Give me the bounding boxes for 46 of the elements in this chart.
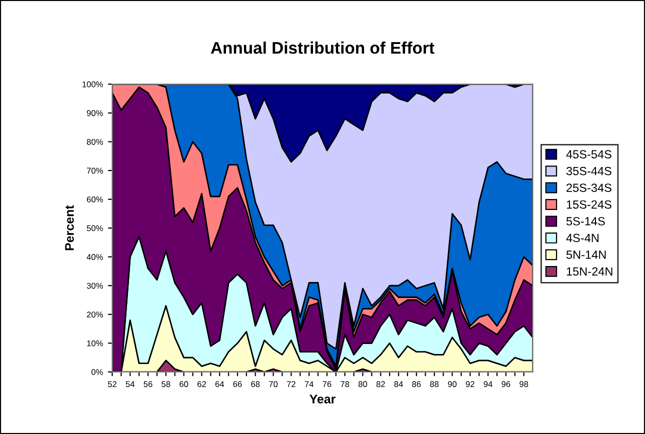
y-axis-title: Percent <box>65 205 74 250</box>
x-tick-label: 66 <box>233 381 242 388</box>
legend-label: 15N-24N <box>566 267 612 276</box>
x-tick-label: 82 <box>376 381 385 388</box>
x-tick-label: 84 <box>394 381 403 388</box>
x-tick-label: 56 <box>144 381 152 388</box>
legend-label: 45S-54S <box>566 150 612 158</box>
x-tick-label: 98 <box>520 381 528 388</box>
x-tick-label: 68 <box>251 381 260 388</box>
y-tick-label: 0% <box>91 369 103 376</box>
legend-label: 35S-44S <box>566 166 612 176</box>
x-tick-label: 62 <box>197 381 206 388</box>
y-tick-label: 100% <box>82 81 103 88</box>
x-tick-label: 58 <box>162 381 170 388</box>
x-tick-label: 72 <box>286 381 296 388</box>
legend-label: 25S-34S <box>566 184 612 192</box>
x-tick-label: 52 <box>108 381 116 388</box>
y-tick-label: 80% <box>86 138 103 145</box>
x-tick-label: 60 <box>180 381 188 388</box>
legend-label: 5S-14S <box>566 217 605 226</box>
x-axis-title: Year <box>310 394 336 404</box>
y-tick-label: 10% <box>87 340 103 346</box>
x-tick-label: 78 <box>340 381 350 388</box>
chart-title: Annual Distribution of Effort <box>210 42 434 54</box>
x-tick-label: 64 <box>215 381 224 388</box>
y-tick-label: 40% <box>86 254 103 260</box>
x-tick-label: 90 <box>448 381 457 388</box>
x-tick-label: 86 <box>412 381 421 388</box>
x-tick-label: 88 <box>430 381 439 388</box>
y-tick-label: 30% <box>86 282 103 289</box>
legend-label: 5N-14N <box>566 250 606 259</box>
legend-label: 15S-24S <box>566 200 612 209</box>
x-tick-label: 94 <box>484 381 492 388</box>
x-tick-label: 80 <box>358 381 368 388</box>
y-tick-label: 90% <box>86 110 103 116</box>
y-tick-label: 60% <box>86 196 103 202</box>
x-tick-label: 76 <box>322 381 332 388</box>
x-tick-label: 92 <box>466 381 474 388</box>
y-tick-label: 20% <box>86 312 103 318</box>
legend-label: 4S-4N <box>566 234 598 242</box>
x-tick-label: 96 <box>502 381 510 388</box>
y-tick-label: 70% <box>86 168 103 174</box>
y-tick-label: 50% <box>86 225 103 232</box>
x-tick-label: 74 <box>304 381 314 388</box>
x-tick-label: 70 <box>269 381 278 388</box>
x-tick-label: 54 <box>126 381 135 388</box>
